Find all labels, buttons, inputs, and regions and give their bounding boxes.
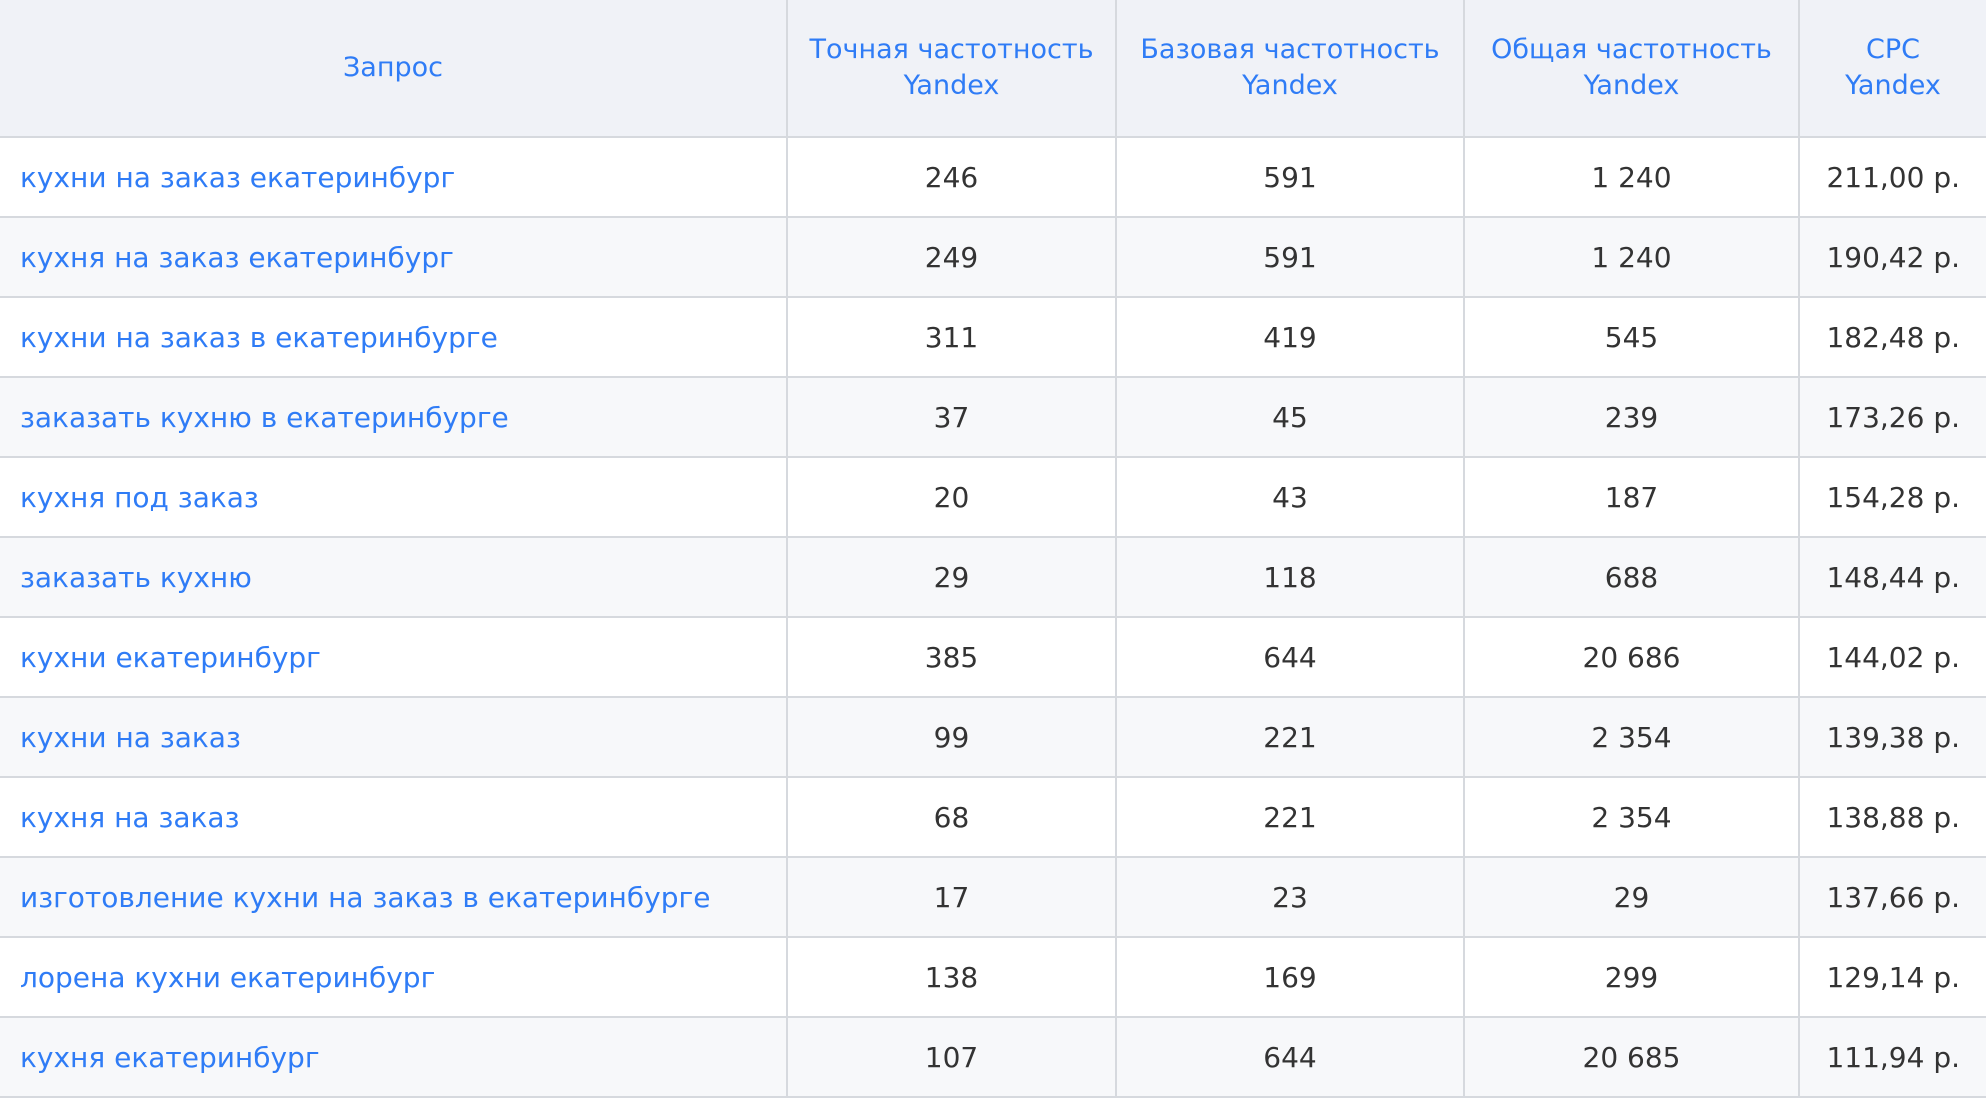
- query-link[interactable]: заказать кухню: [0, 537, 788, 618]
- header-label: CPC: [1866, 34, 1920, 65]
- header-label: Общая частотность: [1491, 34, 1772, 65]
- table-row: изготовление кухни на заказ в екатеринбу…: [0, 857, 1986, 938]
- cell-exact-frequency: 311: [787, 297, 1117, 378]
- table-row: лорена кухни екатеринбург 138 169 299 129,14…: [0, 937, 1986, 1018]
- table-row: заказать кухню в екатеринбурге 37 45 239 173…: [0, 377, 1986, 458]
- cell-base-frequency: 45: [1116, 377, 1465, 458]
- cell-total-frequency: 545: [1464, 297, 1800, 378]
- cell-base-frequency: 221: [1116, 697, 1465, 778]
- cell-exact-frequency: 385: [787, 617, 1117, 698]
- header-label: Yandex: [903, 70, 1000, 101]
- cell-cpc: 144,02 р.: [1799, 617, 1986, 698]
- table-row: кухня на заказ екатеринбург 249 591 1 240 19…: [0, 217, 1986, 298]
- cell-cpc: 137,66 р.: [1799, 857, 1986, 938]
- cell-base-frequency: 118: [1116, 537, 1465, 618]
- cell-exact-frequency: 99: [787, 697, 1117, 778]
- query-link[interactable]: изготовление кухни на заказ в екатеринбу…: [0, 857, 788, 938]
- cell-exact-frequency: 17: [787, 857, 1117, 938]
- header-row: Запрос Точная частотность Yandex Базовая ча…: [0, 0, 1986, 138]
- table-row: кухни на заказ в екатеринбурге 311 419 545 1…: [0, 297, 1986, 378]
- cell-exact-frequency: 29: [787, 537, 1117, 618]
- column-header-query[interactable]: Запрос: [0, 0, 788, 138]
- query-link[interactable]: заказать кухню в екатеринбурге: [0, 377, 788, 458]
- query-link[interactable]: кухня на заказ: [0, 777, 788, 858]
- query-link[interactable]: кухни на заказ в екатеринбурге: [0, 297, 788, 378]
- table-row: кухни екатеринбург 385 644 20 686 144,02 р.: [0, 617, 1986, 698]
- query-link[interactable]: кухни на заказ: [0, 697, 788, 778]
- table-row: кухня на заказ 68 221 2 354 138,88 р.: [0, 777, 1986, 858]
- cell-cpc: 182,48 р.: [1799, 297, 1986, 378]
- cell-base-frequency: 591: [1116, 137, 1465, 218]
- query-link[interactable]: лорена кухни екатеринбург: [0, 937, 788, 1018]
- header-label: Yandex: [1242, 70, 1338, 101]
- cell-exact-frequency: 107: [787, 1017, 1117, 1098]
- cell-total-frequency: 20 685: [1464, 1017, 1800, 1098]
- cell-total-frequency: 2 354: [1464, 777, 1800, 858]
- header-label: Точная частотность: [809, 34, 1094, 65]
- table-row: кухни на заказ 99 221 2 354 139,38 р.: [0, 697, 1986, 778]
- table-row: кухня екатеринбург 107 644 20 685 111,94 р.: [0, 1017, 1986, 1098]
- column-header-base-frequency[interactable]: Базовая частотность Yandex: [1116, 0, 1465, 138]
- cell-cpc: 148,44 р.: [1799, 537, 1986, 618]
- cell-total-frequency: 299: [1464, 937, 1800, 1018]
- cell-exact-frequency: 249: [787, 217, 1117, 298]
- cell-base-frequency: 43: [1116, 457, 1465, 538]
- cell-base-frequency: 591: [1116, 217, 1465, 298]
- cell-base-frequency: 23: [1116, 857, 1465, 938]
- cell-total-frequency: 187: [1464, 457, 1800, 538]
- query-link[interactable]: кухни на заказ екатеринбург: [0, 137, 788, 218]
- cell-exact-frequency: 68: [787, 777, 1117, 858]
- table-row: заказать кухню 29 118 688 148,44 р.: [0, 537, 1986, 618]
- cell-exact-frequency: 246: [787, 137, 1117, 218]
- cell-cpc: 129,14 р.: [1799, 937, 1986, 1018]
- cell-total-frequency: 2 354: [1464, 697, 1800, 778]
- cell-total-frequency: 688: [1464, 537, 1800, 618]
- query-link[interactable]: кухня на заказ екатеринбург: [0, 217, 788, 298]
- query-link[interactable]: кухни екатеринбург: [0, 617, 788, 698]
- table-row: кухни на заказ екатеринбург 246 591 1 240 21…: [0, 137, 1986, 218]
- cell-cpc: 211,00 р.: [1799, 137, 1986, 218]
- table-row: кухня под заказ 20 43 187 154,28 р.: [0, 457, 1986, 538]
- cell-cpc: 190,42 р.: [1799, 217, 1986, 298]
- cell-cpc: 173,26 р.: [1799, 377, 1986, 458]
- cell-total-frequency: 1 240: [1464, 137, 1800, 218]
- cell-base-frequency: 169: [1116, 937, 1465, 1018]
- header-label: Yandex: [1845, 70, 1941, 101]
- cell-exact-frequency: 138: [787, 937, 1117, 1018]
- cell-total-frequency: 239: [1464, 377, 1800, 458]
- cell-cpc: 139,38 р.: [1799, 697, 1986, 778]
- cell-cpc: 154,28 р.: [1799, 457, 1986, 538]
- cell-exact-frequency: 37: [787, 377, 1117, 458]
- cell-cpc: 138,88 р.: [1799, 777, 1986, 858]
- cell-base-frequency: 221: [1116, 777, 1465, 858]
- cell-base-frequency: 644: [1116, 617, 1465, 698]
- header-label: Базовая частотность: [1140, 34, 1440, 65]
- column-header-cpc[interactable]: CPC Yandex: [1799, 0, 1986, 138]
- cell-cpc: 111,94 р.: [1799, 1017, 1986, 1098]
- cell-base-frequency: 644: [1116, 1017, 1465, 1098]
- cell-total-frequency: 29: [1464, 857, 1800, 938]
- header-label: Yandex: [1583, 70, 1680, 101]
- query-link[interactable]: кухня екатеринбург: [0, 1017, 788, 1098]
- query-link[interactable]: кухня под заказ: [0, 457, 788, 538]
- column-header-exact-frequency[interactable]: Точная частотность Yandex: [787, 0, 1117, 138]
- cell-total-frequency: 20 686: [1464, 617, 1800, 698]
- cell-base-frequency: 419: [1116, 297, 1465, 378]
- cell-exact-frequency: 20: [787, 457, 1117, 538]
- header-label: Запрос: [342, 52, 443, 83]
- cell-total-frequency: 1 240: [1464, 217, 1800, 298]
- column-header-total-frequency[interactable]: Общая частотность Yandex: [1464, 0, 1800, 138]
